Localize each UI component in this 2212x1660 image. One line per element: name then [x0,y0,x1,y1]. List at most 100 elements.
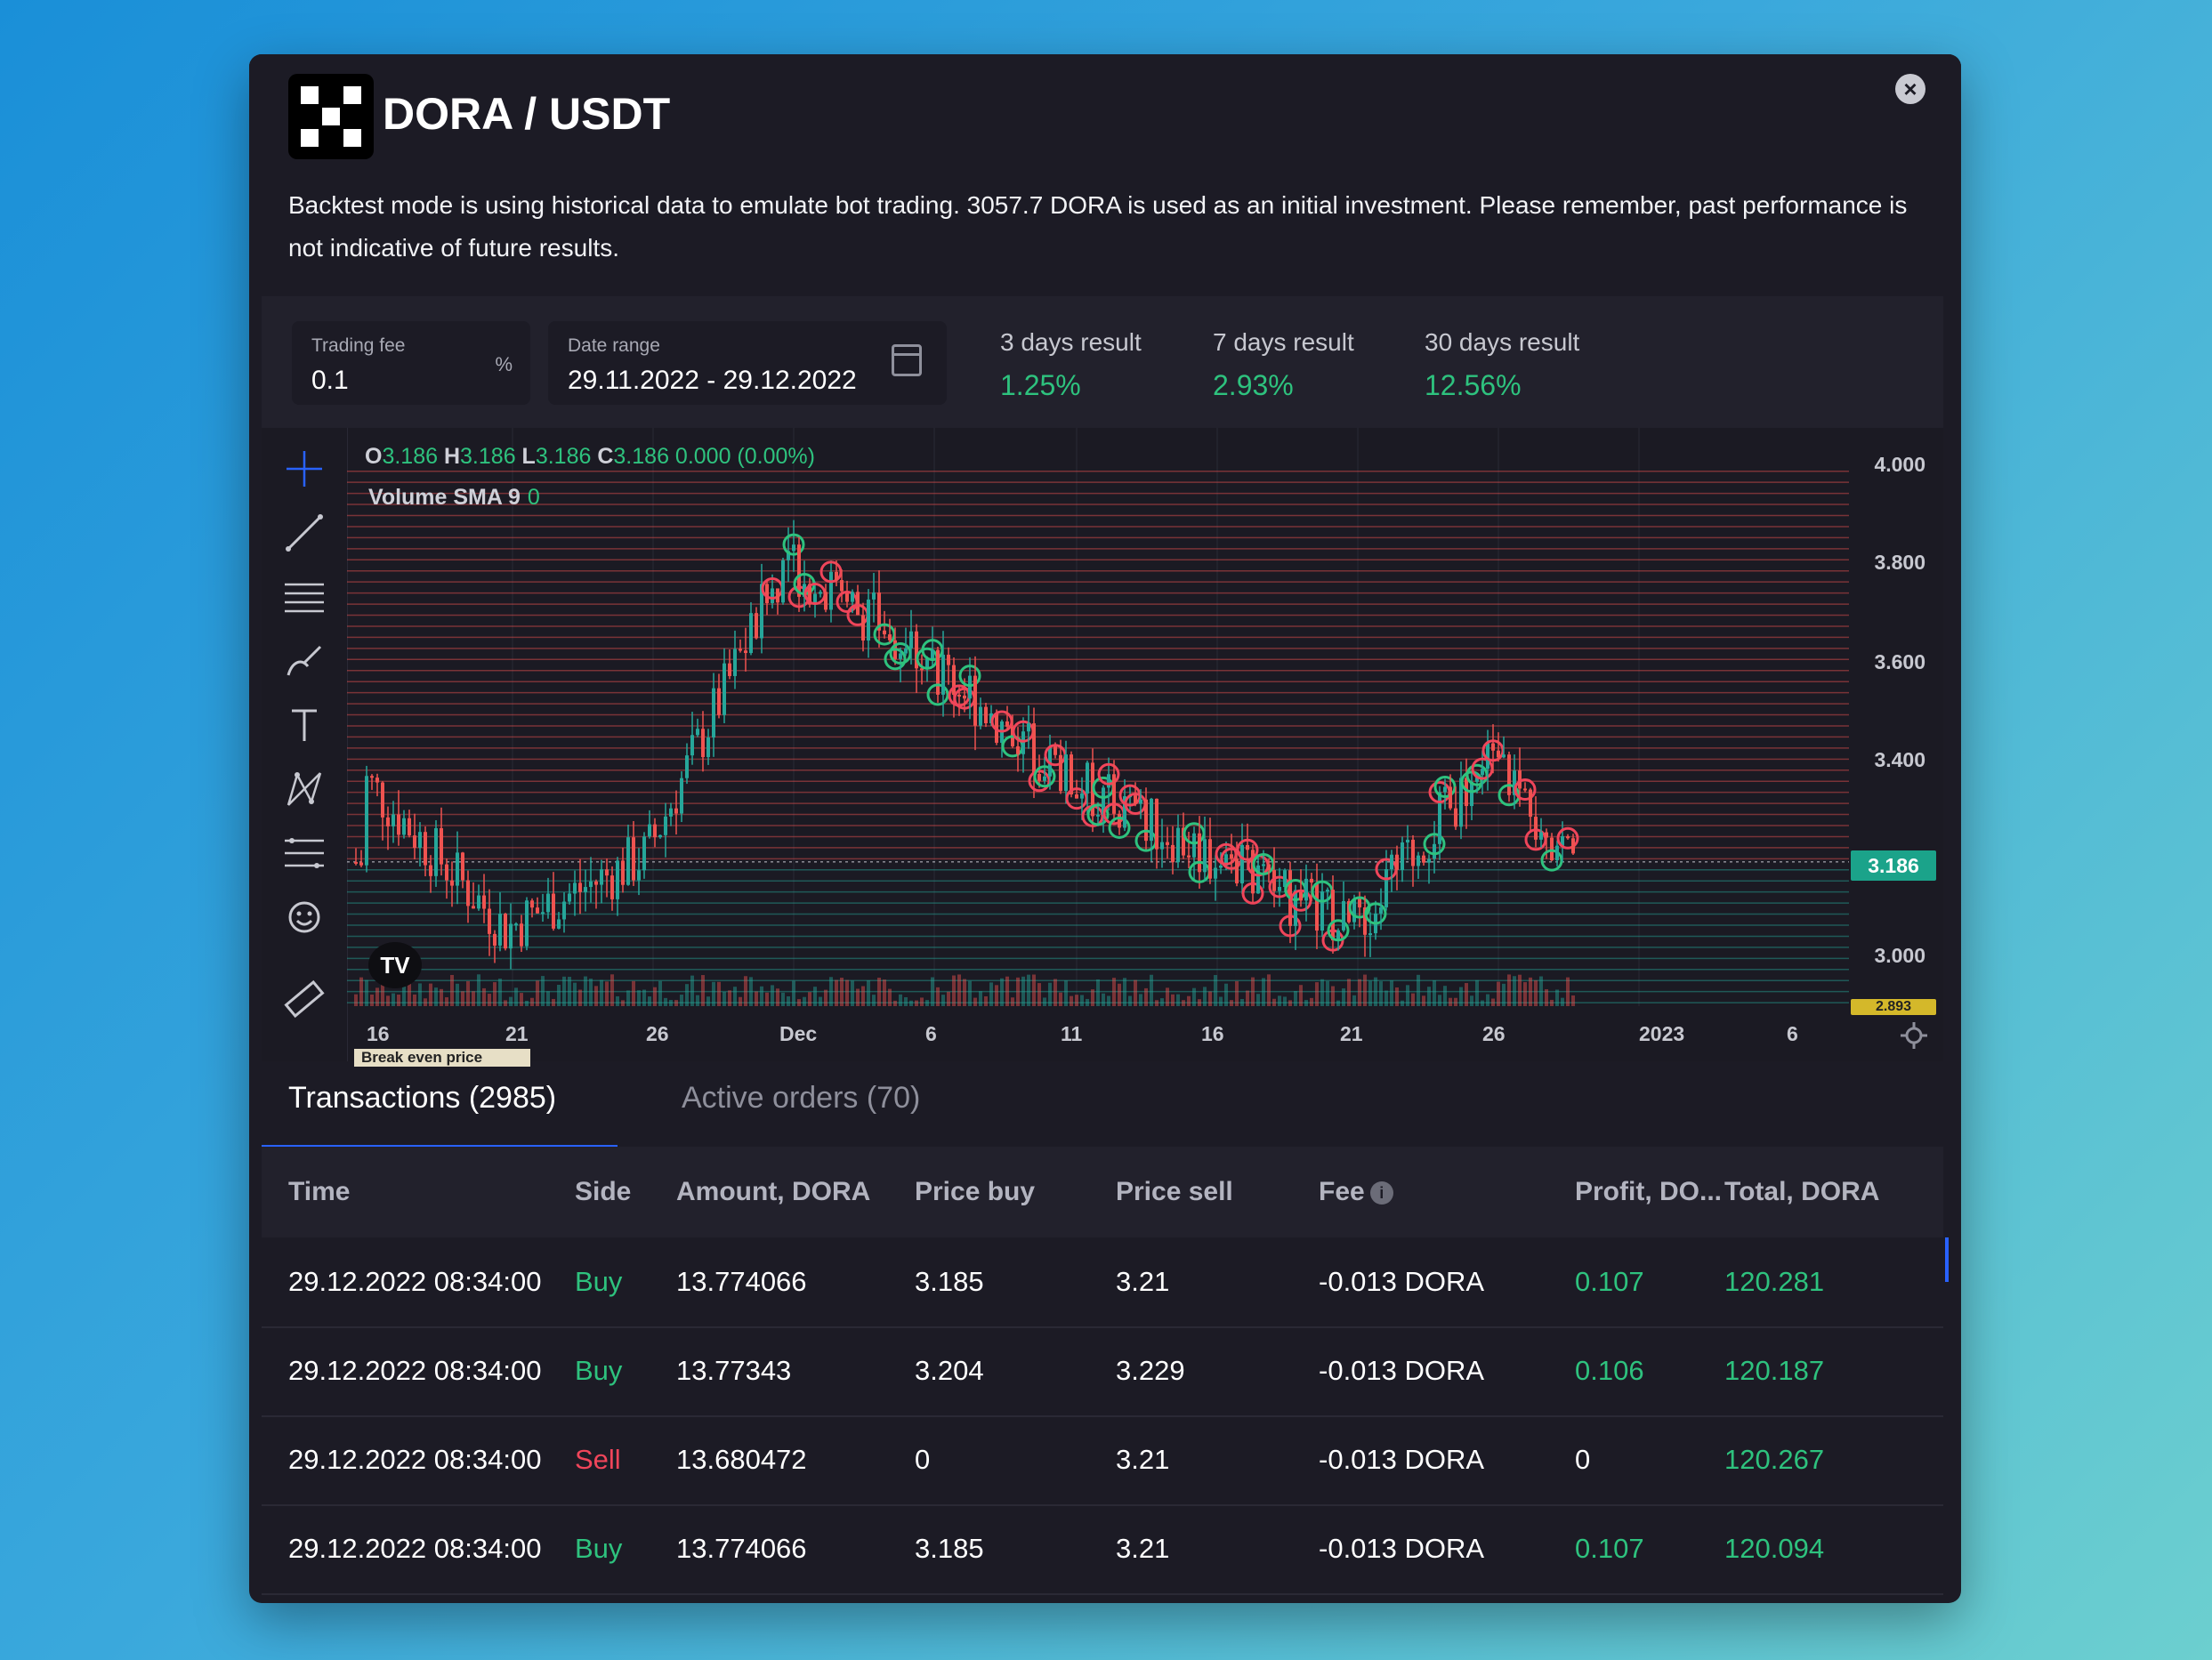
candle-body [370,776,374,778]
candle-body [1166,842,1169,845]
trading-fee-input[interactable]: 0.1 [311,366,349,395]
trade-marker [873,623,896,646]
candle-body [1021,731,1025,754]
pattern-icon[interactable] [281,766,327,812]
trade-marker [1028,770,1051,793]
price-chart[interactable]: O3.186 H3.186 L3.186 C3.186 0.000 (0.00%… [262,428,1943,1067]
volume-bar [1091,989,1094,1006]
candle-body [904,648,908,654]
candle-body [375,778,379,783]
date-range-field[interactable]: Date range 29.11.2022 - 29.12.2022 [548,321,947,405]
volume-bar [755,991,758,1006]
volume-bar [1096,979,1100,1006]
table-row[interactable]: 29.12.2022 08:34:00 Buy 13.77343 3.204 3.229… [262,1326,1943,1417]
text-icon[interactable] [281,702,327,748]
volume-bar [1310,997,1313,1006]
volume-bar [1433,980,1436,1006]
candle-body [739,649,742,651]
volume-bar [1555,989,1559,1006]
candle-body [989,713,993,724]
tab-active-orders[interactable]: Active orders (70) [682,1081,921,1115]
trade-marker [1279,915,1302,938]
emoji-icon[interactable] [281,894,327,940]
volume-bar [936,987,940,1006]
candle-body [1406,839,1409,842]
scrollbar-thumb[interactable] [1945,1237,1949,1282]
volume-bar [365,979,368,1006]
trend-line-icon[interactable] [281,510,327,556]
header-side[interactable]: Side [575,1177,632,1206]
chart-settings-icon[interactable] [1899,1020,1929,1051]
volume-bar [1027,974,1030,1006]
volume-bar [1438,995,1441,1006]
ruler-icon[interactable] [281,976,327,1022]
candle-body [957,695,961,697]
candle-body [690,735,694,756]
volume-bar [600,979,603,1006]
volume-bar [717,981,721,1006]
volume-bar [701,975,705,1006]
candle-body [1182,827,1185,856]
close-icon[interactable]: × [1895,74,1925,104]
trade-marker [1236,838,1259,861]
volume-bar [450,974,454,1006]
trading-fee-field[interactable]: Trading fee 0.1 % [292,321,530,405]
brush-icon[interactable] [281,638,327,684]
candle-body [1395,854,1399,870]
candle-body [1545,832,1548,838]
candle-body [749,613,753,654]
volume-bar [621,1000,625,1006]
volume-bar [1128,995,1132,1006]
candle-body [456,852,459,886]
header-price-buy[interactable]: Price buy [915,1177,1036,1206]
volume-bar [493,982,496,1006]
header-total[interactable]: Total, DORA [1724,1177,1880,1206]
header-fee[interactable]: Fee i [1319,1177,1393,1207]
info-icon[interactable]: i [1369,1181,1393,1205]
trade-marker [1033,765,1056,788]
candle-body [1336,930,1340,941]
volume-bar [429,983,432,1006]
cell-profit: 0 [1575,1444,1591,1475]
tab-transactions[interactable]: Transactions (2985) [288,1081,557,1115]
candle-body [925,658,929,670]
date-range-value[interactable]: 29.11.2022 - 29.12.2022 [568,366,857,395]
cell-price-sell: 3.21 [1116,1533,1170,1564]
x-tick: 21 [1340,1022,1363,1045]
volume-bar [1422,995,1425,1006]
ohlc-open-label: O [365,444,383,469]
volume-bar [1043,997,1046,1006]
fib-icon[interactable] [281,830,327,876]
x-tick: 21 [505,1022,529,1045]
volume-bar [1160,998,1164,1006]
cell-side: Buy [575,1355,623,1386]
header-time[interactable]: Time [288,1177,351,1206]
header-price-sell[interactable]: Price sell [1116,1177,1233,1206]
okx-logo [288,74,374,159]
candle-body [1203,839,1207,873]
volume-bar [509,996,513,1006]
crosshair-icon[interactable] [281,446,327,492]
volume-bar [440,988,443,1006]
x-tick: 11 [1061,1022,1083,1045]
table-row[interactable]: 29.12.2022 08:34:00 Buy 13.774066 3.185 3.21… [262,1237,1943,1328]
candle-body [1187,855,1191,858]
calendar-icon[interactable] [892,344,922,376]
candlestick-chart[interactable] [347,428,1943,1061]
volume-bar [504,1000,507,1006]
volume-bar [1363,974,1367,1006]
header-amount[interactable]: Amount, DORA [676,1177,871,1206]
header-profit[interactable]: Profit, DO... [1575,1177,1722,1206]
table-row[interactable]: 29.12.2022 08:34:00 Sell 13.680472 0 3.21 -0.… [262,1415,1943,1506]
volume-bar [931,977,934,1006]
table-row[interactable]: 29.12.2022 08:34:00 Buy 13.774066 3.185 3.21… [262,1504,1943,1595]
ohlc-low: 3.186 [535,444,592,469]
cell-profit: 0.106 [1575,1355,1644,1386]
candle-body [1118,813,1121,828]
horizontal-lines-icon[interactable] [281,574,327,620]
candle-body [359,862,363,866]
trade-marker [1471,757,1494,780]
candle-body [744,650,747,654]
volume-bar [739,996,742,1006]
volume-bar [728,990,731,1006]
